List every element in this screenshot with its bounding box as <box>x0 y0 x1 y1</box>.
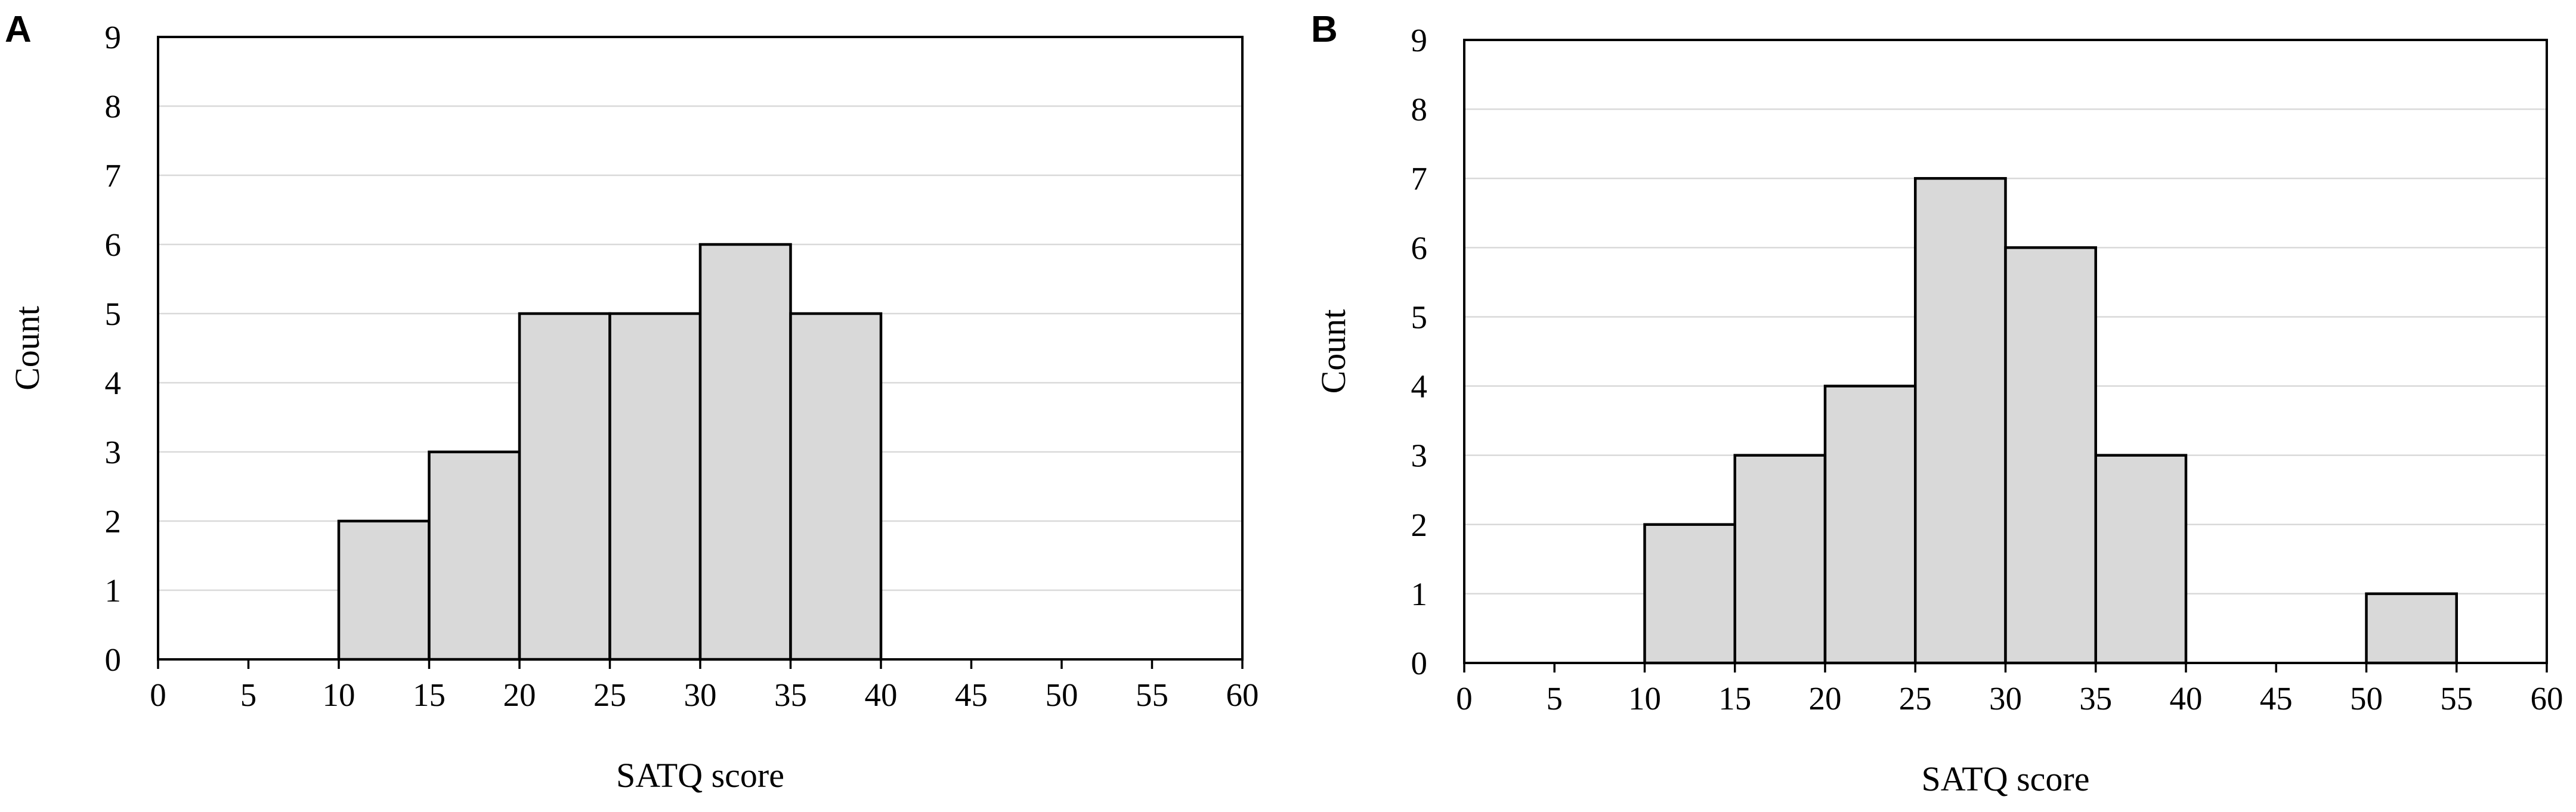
histogram-bar <box>608 312 702 661</box>
histogram-bars <box>1464 176 2547 665</box>
y-tick-label: 5 <box>1411 299 1428 335</box>
x-axis-title: SATQ score <box>616 756 784 795</box>
y-tick-label: 4 <box>1411 368 1428 405</box>
histogram-bar <box>1914 176 2007 665</box>
x-tick-label: 15 <box>413 677 446 713</box>
y-tick-label: 3 <box>105 434 122 470</box>
y-tick-label: 7 <box>1411 160 1428 197</box>
y-tick-label: 6 <box>105 227 122 263</box>
y-tick-label: 4 <box>105 365 122 401</box>
y-tick-label: 7 <box>105 157 122 194</box>
y-tick-label: 8 <box>1411 91 1428 128</box>
x-tick-label: 60 <box>2531 680 2563 717</box>
y-tick-label: 0 <box>1411 645 1428 681</box>
x-tick-label: 30 <box>1989 680 2022 717</box>
x-tick-label: 45 <box>955 677 988 713</box>
x-tick-label: 15 <box>1718 680 1751 717</box>
y-tick-label: 5 <box>105 296 122 332</box>
y-tick-label: 0 <box>105 641 122 678</box>
histogram-bar <box>337 519 431 661</box>
y-tick-label: 2 <box>105 503 122 540</box>
histogram-bars <box>158 243 1242 661</box>
x-tick-label: 20 <box>1809 680 1842 717</box>
x-tick-label: 10 <box>323 677 355 713</box>
x-tick-label: 25 <box>1899 680 1932 717</box>
x-tick-label: 35 <box>774 677 807 713</box>
y-tick-label: 9 <box>105 19 122 55</box>
y-tick-label: 1 <box>105 572 122 609</box>
histogram-bar <box>789 312 883 661</box>
x-tick-label: 20 <box>503 677 536 713</box>
x-axis-tick-labels: 0 5 10 15 20 25 30 35 40 45 50 55 60 <box>1456 680 2563 717</box>
histogram-bar <box>518 312 611 661</box>
x-axis-ticks <box>157 659 1244 669</box>
histogram-bar <box>2004 246 2097 665</box>
x-tick-label: 25 <box>593 677 626 713</box>
x-tick-label: 60 <box>1226 677 1259 713</box>
x-tick-label: 30 <box>684 677 717 713</box>
x-tick-label: 5 <box>240 677 257 713</box>
y-axis-title: Count <box>8 306 47 390</box>
histogram-bar <box>1733 454 1827 665</box>
histogram-bar <box>428 450 521 661</box>
y-tick-label: 9 <box>1411 22 1428 58</box>
x-tick-label: 40 <box>2170 680 2203 717</box>
panel-letter-b: B <box>1311 9 1338 50</box>
y-tick-label: 3 <box>1411 438 1428 474</box>
x-tick-label: 35 <box>2079 680 2112 717</box>
x-tick-label: 50 <box>2350 680 2383 717</box>
x-tick-label: 10 <box>1628 680 1661 717</box>
y-tick-label: 2 <box>1411 507 1428 543</box>
histogram-bar <box>698 243 792 661</box>
y-tick-label: 8 <box>105 88 122 125</box>
histogram-bar <box>1643 523 1736 665</box>
x-tick-label: 40 <box>865 677 898 713</box>
histogram-bar <box>1823 385 1917 665</box>
y-axis-tick-labels: 0 1 2 3 4 5 6 7 8 9 <box>105 19 122 678</box>
histogram-bar <box>2365 592 2458 665</box>
y-axis-title: Count <box>1314 309 1353 394</box>
x-axis-tick-labels: 0 5 10 15 20 25 30 35 40 45 50 55 60 <box>150 677 1258 713</box>
y-axis-tick-labels: 0 1 2 3 4 5 6 7 8 9 <box>1411 22 1428 681</box>
histogram-bar <box>2094 454 2188 665</box>
panel-letter-a: A <box>5 9 32 50</box>
x-tick-label: 0 <box>150 677 166 713</box>
x-axis-ticks <box>1463 663 2548 672</box>
x-tick-label: 45 <box>2260 680 2293 717</box>
x-tick-label: 5 <box>1547 680 1563 717</box>
y-tick-label: 1 <box>1411 576 1428 612</box>
y-tick-label: 6 <box>1411 230 1428 266</box>
x-tick-label: 55 <box>1136 677 1168 713</box>
x-tick-label: 55 <box>2440 680 2473 717</box>
x-axis-title: SATQ score <box>1922 760 2090 798</box>
x-tick-label: 50 <box>1046 677 1078 713</box>
x-tick-label: 0 <box>1456 680 1473 717</box>
